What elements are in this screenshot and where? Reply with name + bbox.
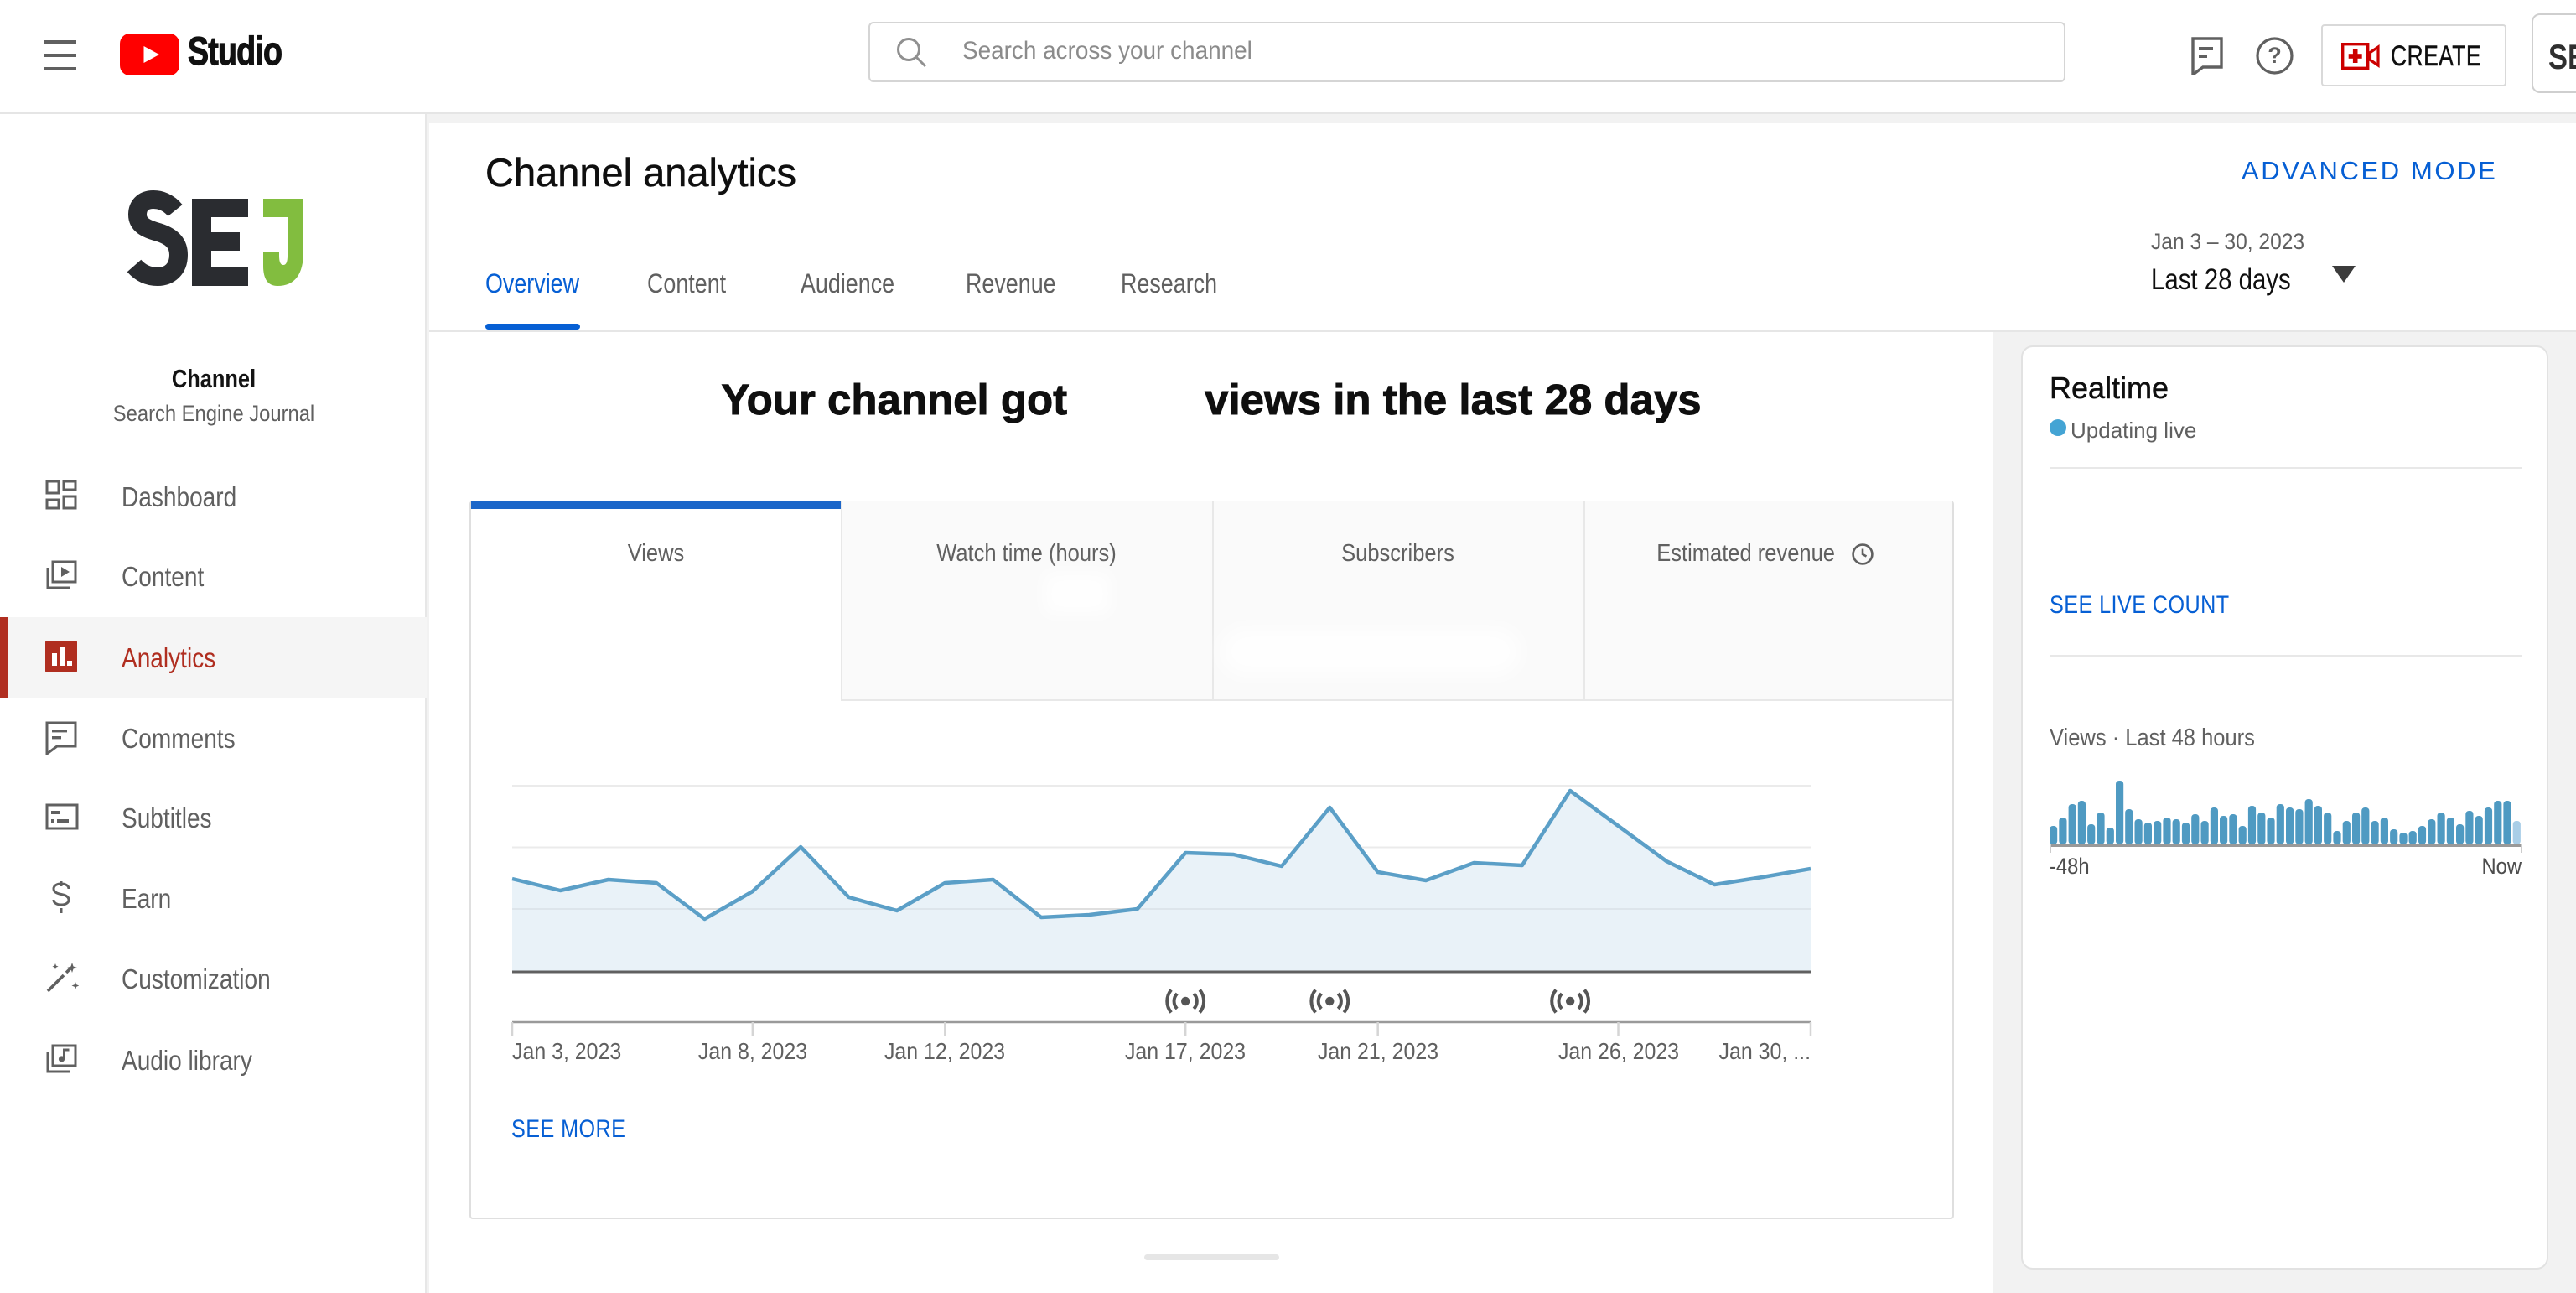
svg-text:?: ? <box>2268 43 2282 68</box>
